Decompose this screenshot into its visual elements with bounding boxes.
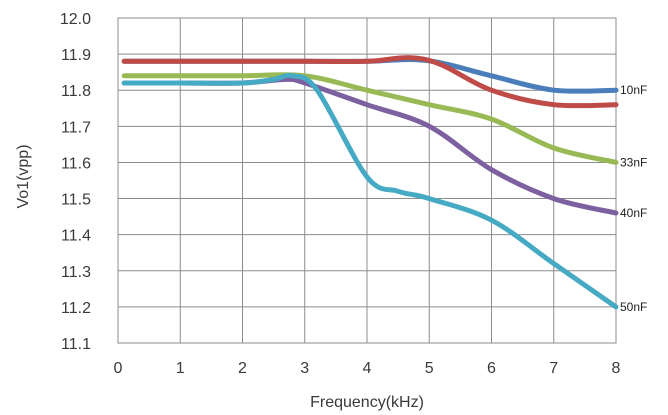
- x-axis-ticks: 0 1 2 3 4 5 6 7 8: [114, 360, 621, 377]
- y-axis-title: Vo1(vpp): [15, 144, 32, 208]
- series-label-33nf: 33nF: [620, 155, 647, 169]
- x-tick-label: 8: [612, 360, 621, 377]
- y-tick-label: 11.2: [61, 300, 91, 317]
- y-tick-label: 12.0: [60, 11, 91, 28]
- x-tick-label: 6: [487, 360, 496, 377]
- x-tick-label: 5: [425, 360, 434, 377]
- y-tick-label: 11.6: [61, 155, 91, 172]
- y-tick-label: 11.4: [61, 228, 91, 245]
- series-line-33nf: [121, 72, 619, 165]
- y-tick-label: 11.9: [61, 47, 91, 64]
- series-lines: [121, 55, 619, 310]
- x-tick-label: 7: [549, 360, 558, 377]
- x-tick-label: 4: [363, 360, 372, 377]
- x-axis-title: Frequency(kHz): [310, 394, 424, 411]
- x-tick-label: 1: [176, 360, 185, 377]
- y-tick-label: 11.1: [61, 336, 91, 353]
- series-labels: 10nF 33nF 40nF 50nF: [620, 83, 647, 314]
- series-label-50nf: 50nF: [620, 300, 647, 314]
- x-tick-label: 0: [114, 360, 123, 377]
- y-tick-label: 11.3: [61, 264, 91, 281]
- series-label-40nf: 40nF: [620, 206, 647, 220]
- y-tick-label: 11.7: [61, 119, 91, 136]
- series-line-50nf: [121, 72, 619, 310]
- y-tick-label: 11.5: [61, 192, 91, 209]
- series-line-40nf: [121, 76, 619, 216]
- series-label-10nf: 10nF: [620, 83, 647, 97]
- x-tick-label: 3: [300, 360, 309, 377]
- plot-area: [117, 17, 617, 344]
- x-tick-label: 2: [238, 360, 247, 377]
- y-axis-ticks: 12.0 11.9 11.8 11.7 11.6 11.5 11.4 11.3 11.2 11.1: [60, 11, 91, 353]
- y-tick-label: 11.8: [61, 83, 91, 100]
- series-line-unlabeled-1: [121, 55, 619, 109]
